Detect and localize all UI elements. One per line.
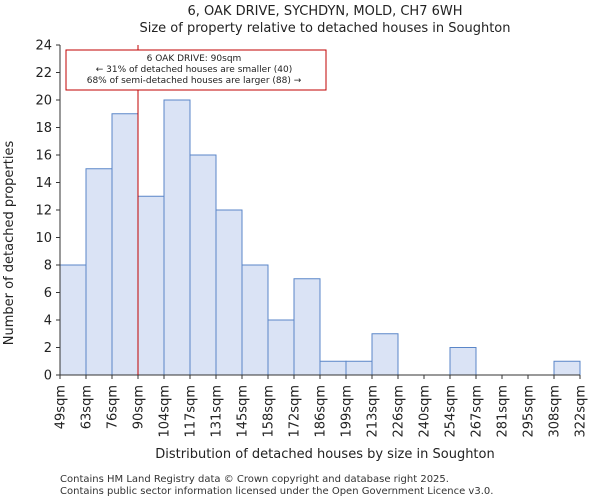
x-tick-label: 240sqm [418, 385, 433, 438]
y-tick-label: 10 [35, 231, 52, 246]
histogram-bar [163, 99, 191, 376]
histogram-bar [449, 347, 477, 376]
histogram-bar [111, 113, 139, 376]
y-tick-label: 22 [35, 66, 52, 81]
chart-title: 6, OAK DRIVE, SYCHDYN, MOLD, CH7 6WH [187, 4, 462, 19]
x-tick-label: 199sqm [340, 385, 355, 438]
histogram-bar [553, 360, 581, 376]
histogram-bar [189, 154, 217, 376]
histogram-bar [371, 333, 399, 376]
annotation-box [65, 49, 327, 91]
histogram-bar [137, 195, 165, 376]
y-tick-label: 8 [44, 259, 52, 274]
footer-line-1: Contains HM Land Registry data © Crown c… [60, 474, 449, 485]
x-tick-label: 90sqm [132, 385, 147, 429]
y-tick-label: 4 [44, 314, 52, 329]
y-tick-label: 2 [44, 341, 52, 356]
y-tick-label: 16 [35, 149, 52, 164]
x-tick-label: 117sqm [184, 385, 199, 438]
x-tick-label: 267sqm [470, 385, 485, 438]
histogram-bar [319, 360, 347, 376]
annotation-text: 6 OAK DRIVE: 90sqm [147, 54, 242, 64]
x-tick-label: 104sqm [158, 385, 173, 438]
histogram-bar [215, 209, 243, 376]
x-axis-label: Distribution of detached houses by size … [155, 447, 494, 462]
x-tick-label: 172sqm [288, 385, 303, 438]
x-tick-label: 213sqm [366, 385, 381, 438]
y-tick-label: 20 [35, 94, 52, 109]
histogram-bar [85, 168, 113, 376]
y-axis-label: Number of detached properties [2, 141, 17, 346]
y-tick-label: 24 [35, 39, 52, 54]
x-tick-label: 63sqm [80, 385, 95, 429]
x-tick-label: 308sqm [548, 385, 563, 438]
x-tick-label: 158sqm [262, 385, 277, 438]
x-tick-label: 226sqm [392, 385, 407, 438]
chart-subtitle: Size of property relative to detached ho… [139, 21, 510, 36]
y-tick-label: 18 [35, 121, 52, 136]
annotation-text: ← 31% of detached houses are smaller (40… [96, 65, 293, 75]
y-tick-label: 12 [35, 204, 52, 219]
y-tick-label: 6 [44, 286, 52, 301]
x-tick-label: 254sqm [444, 385, 459, 438]
annotation-text: 68% of semi-detached houses are larger (… [87, 76, 302, 86]
x-tick-label: 322sqm [574, 385, 589, 438]
x-tick-label: 49sqm [54, 385, 69, 429]
histogram-bar [59, 264, 87, 376]
x-tick-label: 76sqm [106, 385, 121, 429]
x-tick-label: 295sqm [522, 385, 537, 438]
histogram-bar [267, 319, 295, 376]
footer-line-2: Contains public sector information licen… [60, 486, 493, 497]
y-tick-label: 14 [35, 176, 52, 191]
x-tick-label: 145sqm [236, 385, 251, 438]
histogram-bar [293, 278, 321, 376]
histogram-bar [241, 264, 269, 376]
x-tick-label: 281sqm [496, 385, 511, 438]
histogram-bar [345, 360, 373, 376]
x-tick-label: 131sqm [210, 385, 225, 438]
x-tick-label: 186sqm [314, 385, 329, 438]
y-tick-label: 0 [44, 369, 52, 384]
